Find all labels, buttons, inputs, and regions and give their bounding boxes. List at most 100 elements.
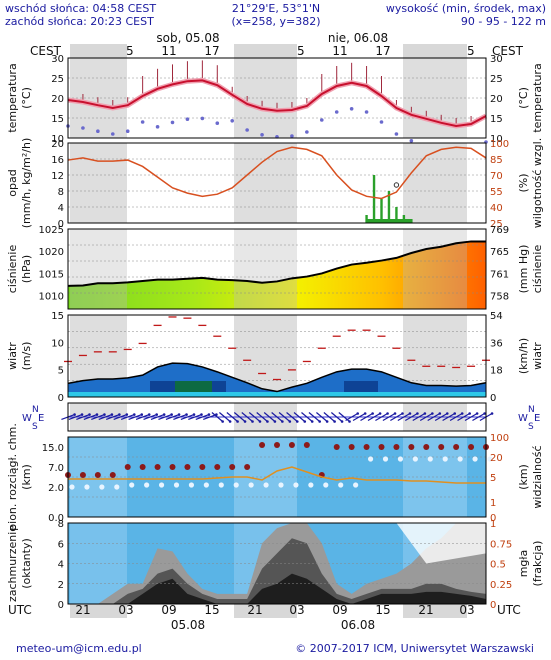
dir-n-label: N <box>528 405 535 415</box>
temp-left-unit: (°C) <box>20 87 33 109</box>
wind-direction-head <box>468 412 471 415</box>
pressure-mmhg-tick: 765 <box>490 247 509 258</box>
dir-n-label: N <box>32 405 39 415</box>
wind-direction-arrow <box>203 414 217 420</box>
cloud-top-point <box>393 444 400 450</box>
fog-tick: 0.5 <box>490 560 506 571</box>
wind-direction-arrow <box>323 412 335 422</box>
wind-direction-arrow <box>316 412 328 422</box>
cloud-top-point <box>423 444 430 450</box>
precip-bar <box>365 215 368 223</box>
wind-direction-head <box>118 413 121 416</box>
cloud-top-point <box>333 444 340 450</box>
wind-direction-arrow <box>419 412 433 422</box>
sunrise-text: wschód słońca: 04:58 CEST <box>5 2 156 15</box>
wind-direction-arrow <box>195 414 210 420</box>
wind-direction-head <box>310 420 314 423</box>
precip-panel-border <box>67 142 487 224</box>
cover-right-label: (frakcja) <box>531 541 544 587</box>
wind-direction-arrow <box>211 412 224 422</box>
wind-direction-arrow <box>271 412 283 422</box>
wind-left-unit: (m/s) <box>20 342 33 371</box>
wind-direction-head <box>258 420 262 423</box>
night-band <box>403 143 467 223</box>
precip-bar <box>372 175 376 223</box>
wind-direction-head <box>378 412 382 415</box>
wind-direction-arrow <box>165 414 180 420</box>
wind-direction-head <box>185 413 188 416</box>
dewpoint-point <box>409 139 414 143</box>
night-band <box>234 229 297 309</box>
temp-tick: 30 <box>51 54 64 65</box>
night-band <box>70 229 127 309</box>
wind-direction-arrow <box>472 412 485 422</box>
wind-direction-head <box>177 413 181 416</box>
axis-night-band <box>70 604 127 618</box>
humidity-tick: 40 <box>490 203 503 214</box>
cloud-base-point <box>338 482 344 488</box>
wind-direction-head <box>460 412 464 415</box>
cloud-right-label: widzialność <box>531 445 544 508</box>
visibility-tick: 5 <box>490 473 496 484</box>
dewpoint-point <box>364 110 369 114</box>
wind-direction-head <box>445 412 449 415</box>
precip-tick: 0 <box>58 219 64 230</box>
pressure-mmhg-tick: 761 <box>490 269 509 280</box>
cloud-top-point <box>214 464 221 470</box>
wind-direction-arrow <box>330 412 343 422</box>
cloud-base-point <box>263 482 269 488</box>
night-band <box>403 229 467 309</box>
cloud-base-point <box>233 482 239 488</box>
cloud-top-point <box>363 444 370 450</box>
dir-w-label: W <box>22 413 32 424</box>
wind-tick: 15 <box>51 311 64 322</box>
cloud-left-unit: (km) <box>20 464 33 490</box>
wind-direction-head <box>490 412 494 415</box>
wind-direction-head <box>170 413 173 416</box>
dir-w-label: W <box>518 413 528 424</box>
cloud-base-point <box>427 456 433 462</box>
cloud-base-point <box>158 482 165 488</box>
wind-direction-head <box>147 413 151 416</box>
wind-direction-head <box>162 413 166 416</box>
wind-direction-head <box>408 412 412 415</box>
wind-direction-arrow <box>390 412 403 422</box>
wind-direction-arrow <box>120 414 135 420</box>
dewpoint-point <box>379 120 384 124</box>
temp-tick: 10 <box>51 134 64 145</box>
bottom-tz-left: UTC <box>8 603 32 617</box>
cloud-top-point <box>184 464 191 470</box>
temp-left-label: temperatura <box>6 63 19 132</box>
wind-direction-arrow <box>180 414 195 420</box>
wind-direction-arrow <box>135 414 150 420</box>
cloud-base-point <box>487 456 493 462</box>
visibility-tick: 1 <box>490 498 496 509</box>
wind-direction-arrow <box>457 412 470 422</box>
wind-direction-head <box>236 420 239 423</box>
wind-direction-head <box>200 413 203 416</box>
dir-s-label: S <box>528 422 534 432</box>
cloud-base-point <box>114 484 120 490</box>
top-hour-label: 17 <box>375 44 390 58</box>
axis-night-band <box>234 44 297 58</box>
wind-direction-arrow <box>464 412 478 422</box>
wind-direction-arrow <box>226 412 238 422</box>
footer-email[interactable]: meteo-um@icm.edu.pl <box>16 642 142 655</box>
cloud-base-point <box>218 482 224 488</box>
wind-direction-head <box>110 413 114 416</box>
cloud-top-point <box>169 464 176 470</box>
cloud-top-point <box>109 472 116 478</box>
temp-tick-right: 10 <box>490 134 503 145</box>
axis-night-band <box>70 44 127 58</box>
cover-tick: 8 <box>58 519 64 530</box>
pressure-panel-border <box>67 228 487 310</box>
precip-tick: 4 <box>58 203 64 214</box>
precip-bar <box>366 219 412 223</box>
humidity-tick: 85 <box>490 155 503 166</box>
wind-direction-arrow <box>442 412 456 422</box>
wind-direction-arrow <box>412 412 426 422</box>
cloud-top-point <box>348 444 355 450</box>
cloud-base-point <box>457 456 463 462</box>
precip-left-label: opad <box>6 169 19 196</box>
dewpoint-point <box>96 129 100 133</box>
